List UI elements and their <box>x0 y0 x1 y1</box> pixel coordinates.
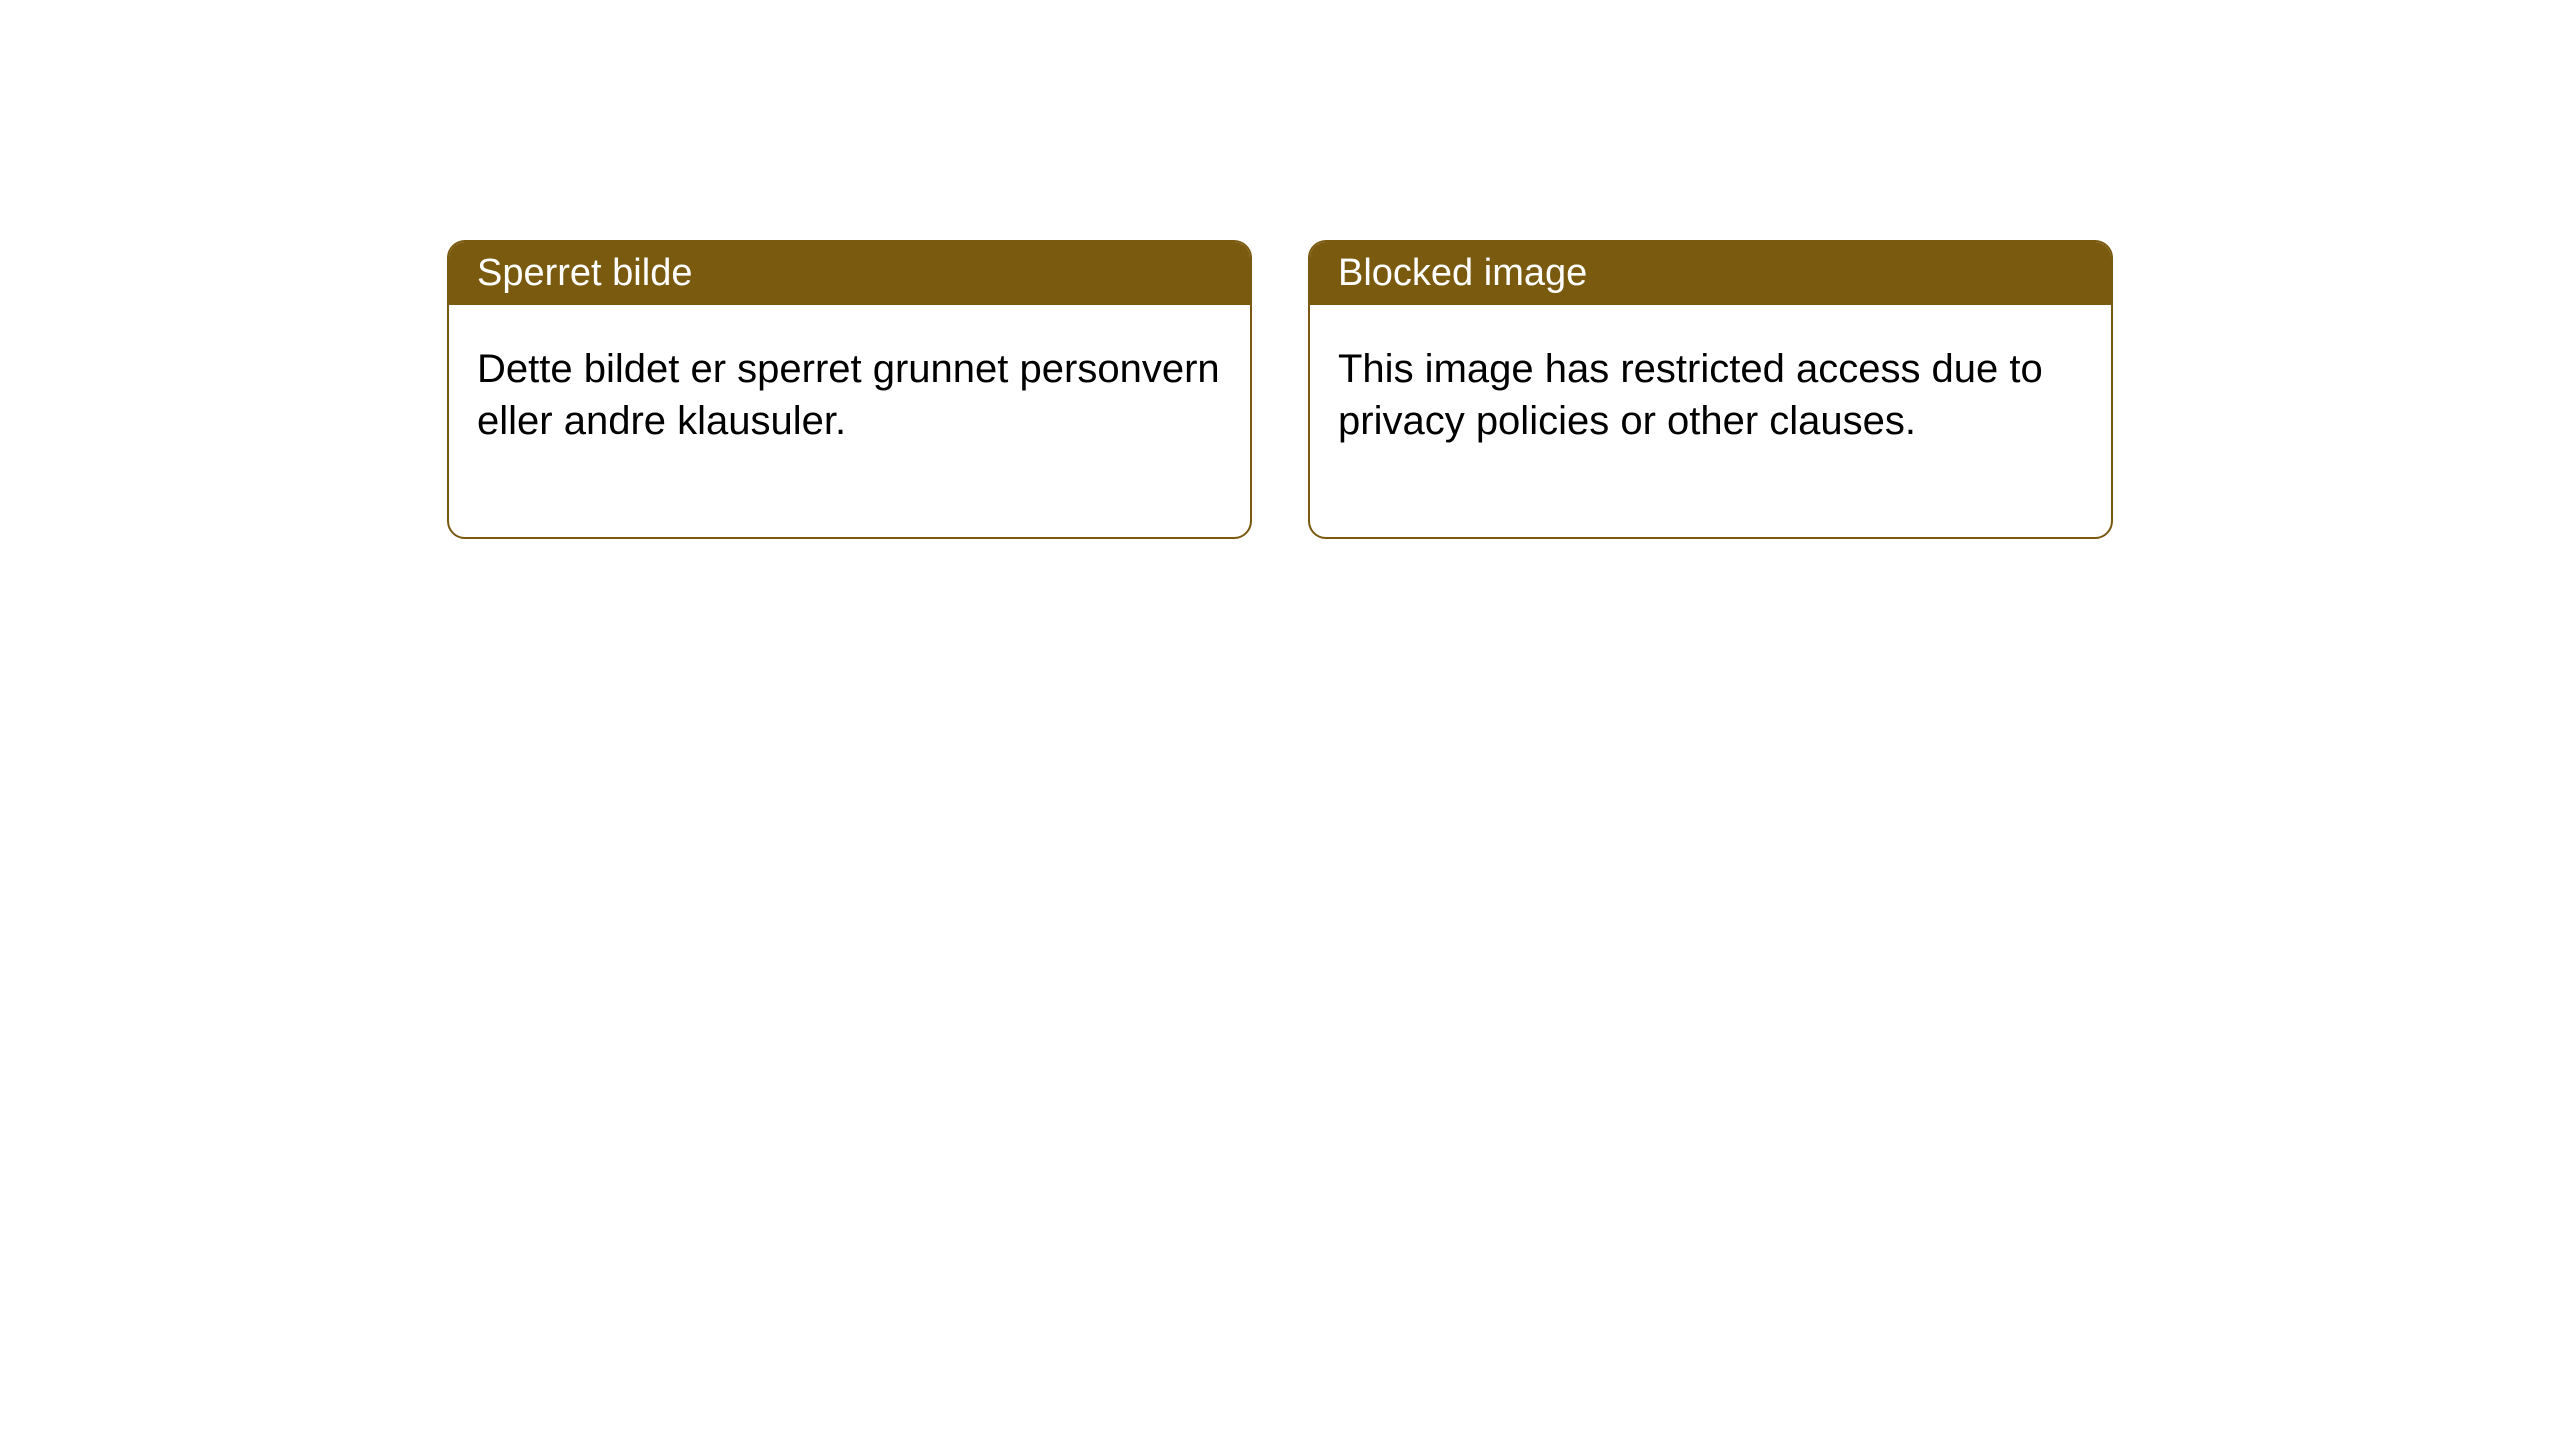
notice-body: Dette bildet er sperret grunnet personve… <box>449 305 1250 537</box>
notice-body: This image has restricted access due to … <box>1310 305 2111 537</box>
notice-header: Blocked image <box>1310 242 2111 305</box>
notice-header: Sperret bilde <box>449 242 1250 305</box>
notice-card-english: Blocked image This image has restricted … <box>1308 240 2113 539</box>
notice-container: Sperret bilde Dette bildet er sperret gr… <box>0 240 2560 539</box>
notice-card-norwegian: Sperret bilde Dette bildet er sperret gr… <box>447 240 1252 539</box>
